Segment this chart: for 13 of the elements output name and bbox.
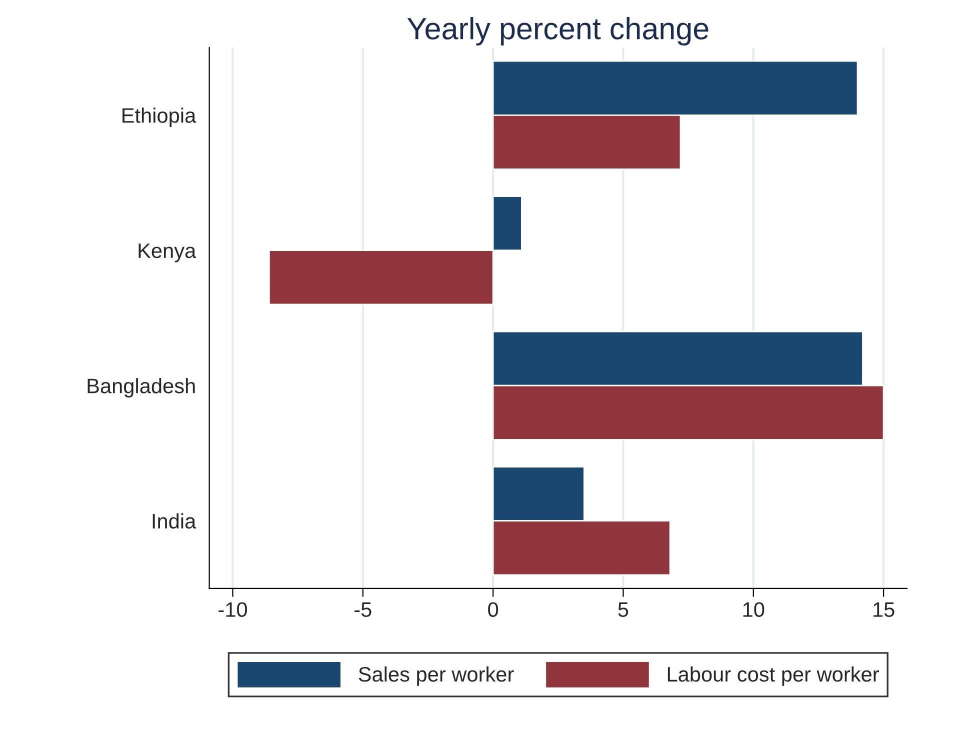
x-tick-label: 0 <box>488 602 498 617</box>
x-tick-label: 10 <box>743 602 764 617</box>
y-tick-label: Ethiopia <box>122 108 196 128</box>
chart-title: Yearly percent change <box>407 17 708 46</box>
legend-label: Labour cost per worker <box>668 666 879 686</box>
x-tick-label: 5 <box>618 602 628 617</box>
x-tick-label: -10 <box>218 602 247 617</box>
y-tick-label: India <box>152 513 196 529</box>
x-tick-label: -5 <box>354 602 372 617</box>
y-tick-label: Bangladesh <box>88 378 195 398</box>
x-tick-label: 15 <box>874 602 894 617</box>
legend-label: Sales per worker <box>358 666 514 686</box>
y-tick-label: Kenya <box>138 244 196 262</box>
